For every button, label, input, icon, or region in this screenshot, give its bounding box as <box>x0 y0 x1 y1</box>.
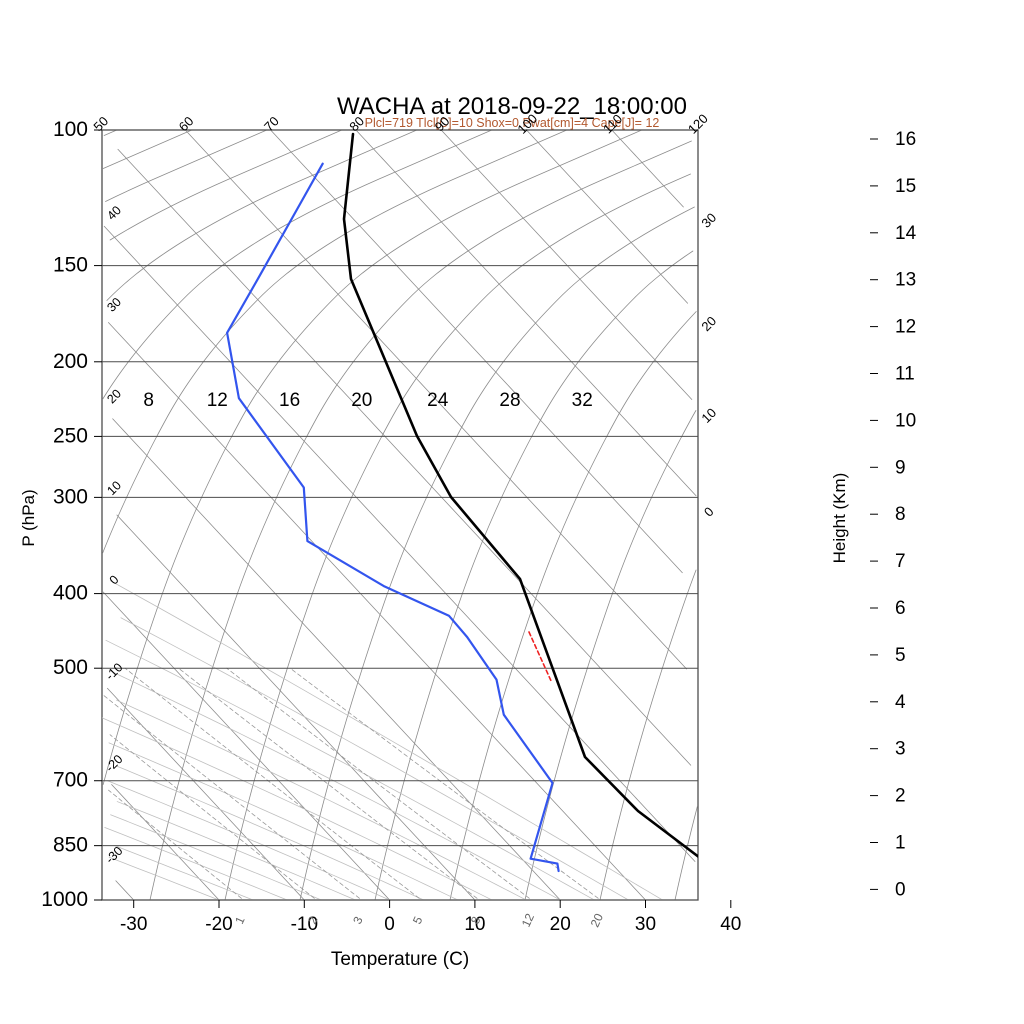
svg-text:3: 3 <box>895 739 906 760</box>
svg-text:30: 30 <box>635 914 656 935</box>
svg-text:-20: -20 <box>205 914 232 935</box>
svg-text:11: 11 <box>895 364 915 385</box>
svg-text:5: 5 <box>895 645 906 666</box>
svg-text:13: 13 <box>895 270 916 291</box>
svg-text:1: 1 <box>895 833 906 854</box>
svg-text:7: 7 <box>895 551 906 572</box>
svg-text:700: 700 <box>53 769 88 792</box>
svg-text:14: 14 <box>895 223 917 244</box>
svg-text:300: 300 <box>53 485 88 508</box>
svg-text:16: 16 <box>895 129 916 150</box>
svg-text:850: 850 <box>53 834 88 857</box>
svg-text:4: 4 <box>895 692 906 713</box>
svg-text:2: 2 <box>895 786 906 807</box>
svg-text:Height (Km): Height (Km) <box>830 473 849 564</box>
svg-text:1000: 1000 <box>41 888 88 911</box>
svg-text:32: 32 <box>572 390 593 411</box>
svg-text:P (hPa): P (hPa) <box>19 489 38 546</box>
svg-text:10: 10 <box>895 410 916 431</box>
svg-text:15: 15 <box>895 176 916 197</box>
svg-text:28: 28 <box>499 390 520 411</box>
svg-text:0: 0 <box>384 914 395 935</box>
svg-text:100: 100 <box>53 118 88 141</box>
svg-text:150: 150 <box>53 254 88 277</box>
svg-text:8: 8 <box>143 390 154 411</box>
svg-text:20: 20 <box>550 914 571 935</box>
svg-text:20: 20 <box>351 390 372 411</box>
svg-text:12: 12 <box>895 317 916 338</box>
svg-text:Temperature (C): Temperature (C) <box>331 949 469 970</box>
svg-text:16: 16 <box>279 390 300 411</box>
svg-text:40: 40 <box>720 914 741 935</box>
svg-text:400: 400 <box>53 582 88 605</box>
svg-text:6: 6 <box>895 598 906 619</box>
svg-text:9: 9 <box>895 457 906 478</box>
svg-text:24: 24 <box>427 390 449 411</box>
svg-text:-30: -30 <box>120 914 147 935</box>
svg-text:0: 0 <box>895 879 906 900</box>
svg-text:200: 200 <box>53 350 88 373</box>
svg-text:8: 8 <box>895 504 906 525</box>
svg-text:12: 12 <box>207 390 228 411</box>
svg-text:250: 250 <box>53 424 88 447</box>
svg-text:500: 500 <box>53 656 88 679</box>
